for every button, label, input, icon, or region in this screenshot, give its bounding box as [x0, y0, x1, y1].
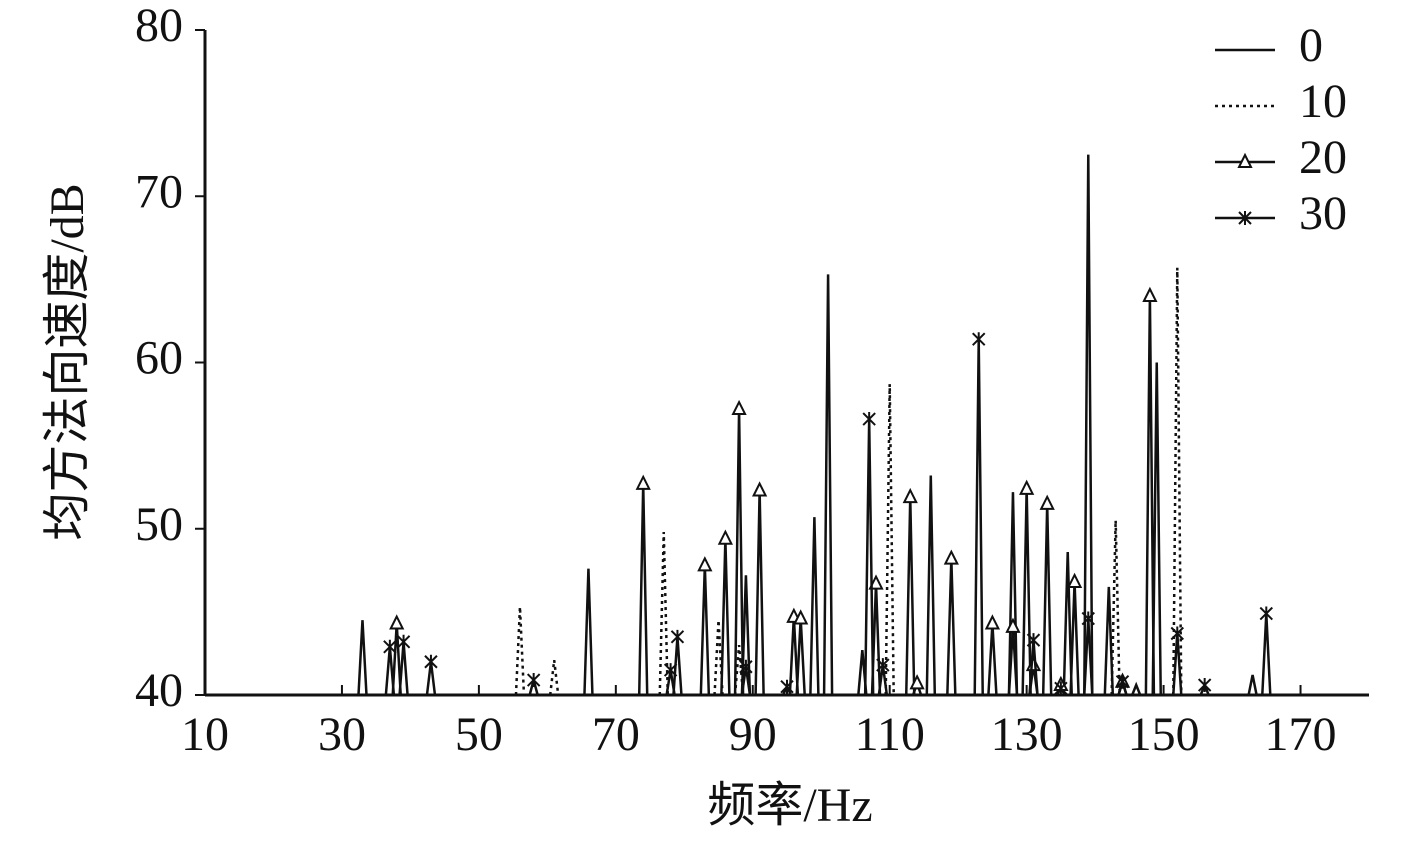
marker-triangle — [635, 474, 651, 490]
marker-triangle — [751, 481, 768, 497]
marker-triangle — [943, 549, 959, 565]
y-tick-label: 50 — [135, 498, 183, 551]
spike — [384, 646, 396, 696]
spike — [699, 565, 711, 696]
x-tick-label: 150 — [1128, 708, 1200, 761]
legend-label: 20 — [1299, 131, 1347, 184]
spike — [583, 568, 594, 696]
spike — [1131, 681, 1142, 696]
y-axis-label: 均方法向速度/dB — [41, 183, 94, 540]
marker-triangle — [1005, 617, 1021, 633]
marker-triangle — [793, 609, 809, 625]
spike — [720, 538, 731, 696]
x-tick-label: 130 — [991, 708, 1063, 761]
spike — [357, 620, 368, 696]
marker-asterisk — [972, 332, 986, 347]
marker-asterisk — [1026, 633, 1041, 648]
marker-asterisk — [780, 679, 794, 694]
y-tick-label: 40 — [135, 664, 183, 717]
marker-asterisk — [1054, 681, 1068, 696]
spike — [514, 606, 526, 696]
marker-asterisk — [670, 629, 685, 644]
y-tick-label: 70 — [135, 165, 183, 218]
marker-asterisk — [1197, 678, 1212, 693]
marker-asterisk — [526, 673, 541, 688]
marker-triangle — [1066, 572, 1083, 588]
spike — [884, 384, 895, 696]
spike — [1069, 581, 1080, 696]
marker-asterisk — [739, 659, 753, 674]
spike — [809, 517, 820, 696]
x-tick-label: 10 — [181, 708, 229, 761]
marker-triangle — [909, 674, 925, 690]
legend-label: 30 — [1299, 187, 1347, 240]
spike — [973, 339, 984, 696]
marker-asterisk — [1115, 674, 1130, 689]
marker-triangle — [731, 399, 747, 416]
marker-asterisk — [862, 412, 876, 427]
marker-asterisk — [424, 654, 438, 669]
spike — [1144, 295, 1156, 696]
spike — [1151, 362, 1162, 696]
spike — [904, 497, 916, 696]
marker-triangle — [717, 529, 733, 545]
marker-asterisk — [1081, 611, 1095, 626]
marker-asterisk — [1170, 626, 1184, 641]
marker-asterisk — [1259, 606, 1273, 621]
x-tick-label: 110 — [855, 708, 925, 761]
marker-triangle — [868, 574, 884, 590]
marker-triangle — [984, 614, 1001, 630]
spike — [1261, 613, 1272, 696]
spike — [1083, 154, 1094, 696]
marker-triangle — [902, 487, 918, 504]
spike — [822, 274, 834, 696]
x-tick-label: 70 — [592, 708, 640, 761]
spike — [1247, 674, 1258, 696]
legend-label: 10 — [1299, 75, 1347, 128]
x-tick-label: 30 — [318, 708, 366, 761]
y-tick-label: 80 — [135, 0, 183, 52]
marker-triangle — [1019, 479, 1035, 495]
x-tick-label: 50 — [455, 708, 503, 761]
spike — [1062, 551, 1073, 696]
marker-asterisk — [383, 639, 397, 654]
marker-triangle — [389, 614, 405, 630]
y-tick-label: 60 — [135, 332, 183, 385]
spike — [1110, 520, 1121, 696]
legend-label: 0 — [1299, 19, 1323, 72]
spike — [987, 623, 998, 696]
spike — [398, 641, 409, 696]
x-axis-label: 频率/Hz — [707, 779, 872, 832]
x-tick-label: 90 — [729, 708, 777, 761]
spike — [754, 490, 765, 696]
spike — [1172, 267, 1183, 696]
spike — [548, 659, 560, 696]
marker-asterisk — [396, 634, 411, 649]
marker-triangle — [1142, 286, 1158, 302]
spike — [863, 419, 875, 696]
spike — [925, 475, 937, 696]
marker-triangle — [1237, 152, 1253, 168]
marker-asterisk — [876, 658, 890, 673]
spike — [658, 532, 670, 696]
x-tick-label: 170 — [1265, 708, 1337, 761]
spike — [672, 636, 683, 696]
marker-triangle — [1039, 494, 1055, 510]
spike — [1041, 503, 1053, 696]
marker-asterisk — [1238, 211, 1252, 225]
spike — [637, 483, 649, 696]
spike — [795, 618, 806, 696]
spike — [1172, 633, 1183, 696]
spike — [946, 558, 957, 696]
marker-triangle — [697, 556, 713, 572]
